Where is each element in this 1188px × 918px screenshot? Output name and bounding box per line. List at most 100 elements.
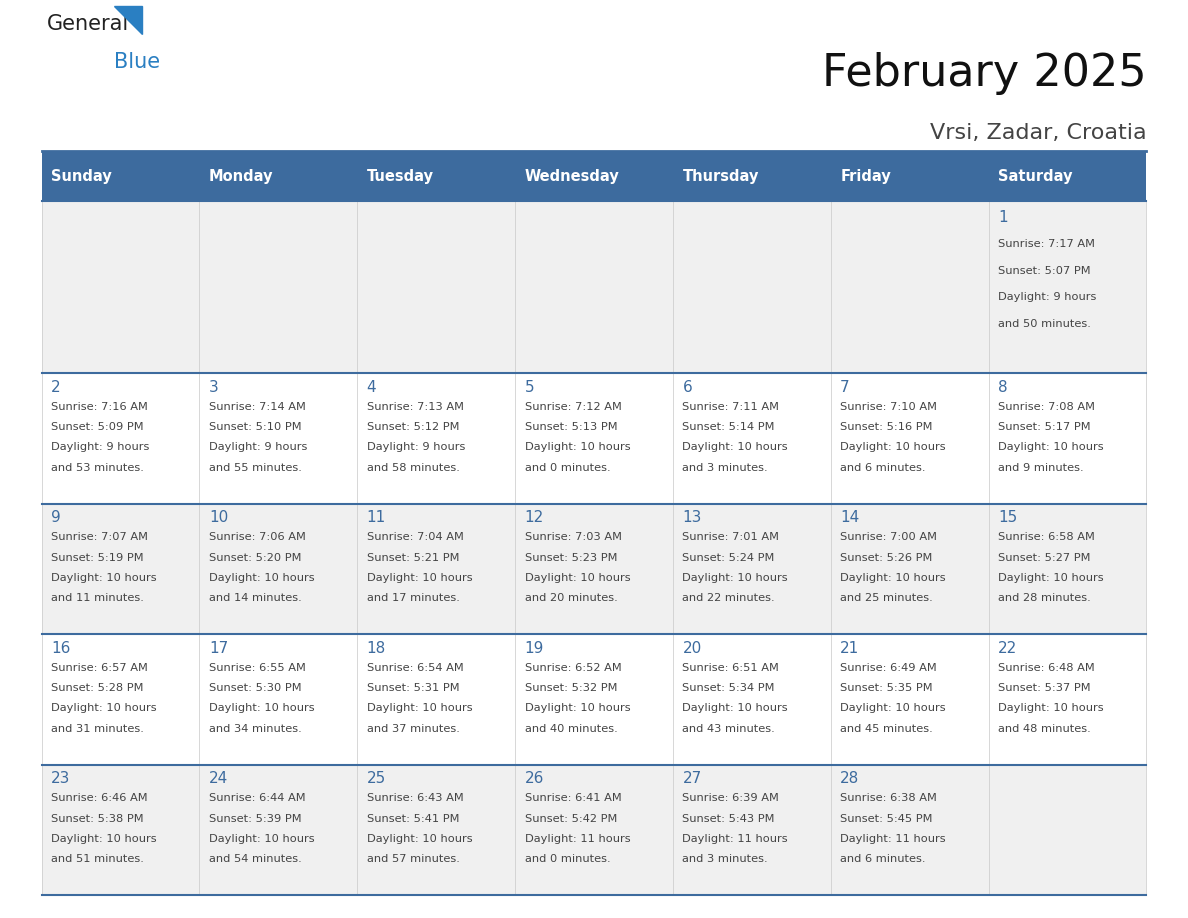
Text: Daylight: 10 hours: Daylight: 10 hours [209,834,315,844]
Text: Daylight: 10 hours: Daylight: 10 hours [525,703,630,713]
Text: and 45 minutes.: and 45 minutes. [840,723,933,733]
Bar [988,374,1146,504]
Text: Sunrise: 7:03 AM: Sunrise: 7:03 AM [525,532,621,543]
Text: Sunrise: 6:46 AM: Sunrise: 6:46 AM [51,793,147,803]
Bar [672,504,830,634]
Text: Daylight: 10 hours: Daylight: 10 hours [998,442,1104,453]
Text: Sunrise: 7:16 AM: Sunrise: 7:16 AM [51,402,148,412]
Text: Sunset: 5:27 PM: Sunset: 5:27 PM [998,553,1091,563]
Text: Daylight: 10 hours: Daylight: 10 hours [998,703,1104,713]
Text: Daylight: 9 hours: Daylight: 9 hours [209,442,308,453]
Text: and 28 minutes.: and 28 minutes. [998,593,1091,603]
Text: Daylight: 10 hours: Daylight: 10 hours [51,573,157,583]
Text: Sunset: 5:24 PM: Sunset: 5:24 PM [682,553,775,563]
Text: Sunrise: 7:01 AM: Sunrise: 7:01 AM [682,532,779,543]
Text: 3: 3 [209,380,219,395]
Text: Daylight: 10 hours: Daylight: 10 hours [840,442,946,453]
Text: Sunrise: 7:08 AM: Sunrise: 7:08 AM [998,402,1095,412]
Text: and 3 minutes.: and 3 minutes. [682,854,767,864]
Bar [516,634,672,765]
Text: 27: 27 [682,771,702,786]
Text: Daylight: 10 hours: Daylight: 10 hours [525,573,630,583]
Text: 28: 28 [840,771,859,786]
Text: 26: 26 [525,771,544,786]
Bar [672,201,830,374]
Text: 19: 19 [525,641,544,655]
Text: Daylight: 9 hours: Daylight: 9 hours [998,292,1097,302]
Text: Daylight: 10 hours: Daylight: 10 hours [209,703,315,713]
Text: and 25 minutes.: and 25 minutes. [840,593,933,603]
Text: Sunset: 5:19 PM: Sunset: 5:19 PM [51,553,144,563]
Bar [516,765,672,895]
Text: 18: 18 [367,641,386,655]
Text: Sunrise: 6:38 AM: Sunrise: 6:38 AM [840,793,937,803]
Text: Sunrise: 7:06 AM: Sunrise: 7:06 AM [209,532,305,543]
Text: 22: 22 [998,641,1017,655]
Bar [42,504,200,634]
Text: Sunrise: 6:49 AM: Sunrise: 6:49 AM [840,663,937,673]
Text: and 14 minutes.: and 14 minutes. [209,593,302,603]
Text: Sunset: 5:17 PM: Sunset: 5:17 PM [998,422,1091,432]
Bar [988,765,1146,895]
Text: and 51 minutes.: and 51 minutes. [51,854,144,864]
Text: Sunday: Sunday [51,169,112,184]
Text: Sunrise: 7:07 AM: Sunrise: 7:07 AM [51,532,148,543]
Bar [830,374,988,504]
Text: Sunrise: 6:39 AM: Sunrise: 6:39 AM [682,793,779,803]
Text: Vrsi, Zadar, Croatia: Vrsi, Zadar, Croatia [930,123,1146,143]
Text: and 11 minutes.: and 11 minutes. [51,593,144,603]
Bar [672,634,830,765]
Text: Sunset: 5:07 PM: Sunset: 5:07 PM [998,265,1091,275]
Text: and 31 minutes.: and 31 minutes. [51,723,144,733]
Text: 4: 4 [367,380,377,395]
Bar [516,201,672,374]
Text: Sunset: 5:30 PM: Sunset: 5:30 PM [209,683,302,693]
Text: Daylight: 11 hours: Daylight: 11 hours [840,834,946,844]
Text: Sunrise: 6:55 AM: Sunrise: 6:55 AM [209,663,305,673]
Text: and 34 minutes.: and 34 minutes. [209,723,302,733]
Text: General: General [46,14,128,34]
Text: Daylight: 10 hours: Daylight: 10 hours [367,834,473,844]
Text: Sunset: 5:23 PM: Sunset: 5:23 PM [525,553,617,563]
Text: 10: 10 [209,510,228,525]
Bar [358,151,516,201]
Text: Daylight: 10 hours: Daylight: 10 hours [367,703,473,713]
Text: Friday: Friday [840,169,891,184]
Text: Sunset: 5:09 PM: Sunset: 5:09 PM [51,422,144,432]
Text: 17: 17 [209,641,228,655]
Text: Sunset: 5:26 PM: Sunset: 5:26 PM [840,553,933,563]
Text: Tuesday: Tuesday [367,169,434,184]
Text: Sunset: 5:10 PM: Sunset: 5:10 PM [209,422,302,432]
Bar [42,765,200,895]
Bar [42,634,200,765]
Bar [42,201,200,374]
Text: and 9 minutes.: and 9 minutes. [998,463,1083,473]
Text: February 2025: February 2025 [822,52,1146,95]
Bar [988,201,1146,374]
Text: Sunset: 5:21 PM: Sunset: 5:21 PM [367,553,460,563]
Text: 1: 1 [998,209,1007,225]
Text: Daylight: 11 hours: Daylight: 11 hours [682,834,788,844]
Text: Sunset: 5:13 PM: Sunset: 5:13 PM [525,422,618,432]
Text: and 37 minutes.: and 37 minutes. [367,723,460,733]
Text: Wednesday: Wednesday [525,169,619,184]
Bar [830,634,988,765]
Bar [672,765,830,895]
Text: 7: 7 [840,380,849,395]
Text: Sunrise: 6:57 AM: Sunrise: 6:57 AM [51,663,148,673]
Text: Daylight: 10 hours: Daylight: 10 hours [840,573,946,583]
Text: Sunset: 5:34 PM: Sunset: 5:34 PM [682,683,775,693]
Bar [830,504,988,634]
Text: and 22 minutes.: and 22 minutes. [682,593,775,603]
Text: and 55 minutes.: and 55 minutes. [209,463,302,473]
Text: Sunrise: 7:11 AM: Sunrise: 7:11 AM [682,402,779,412]
Text: and 0 minutes.: and 0 minutes. [525,463,611,473]
Text: and 54 minutes.: and 54 minutes. [209,854,302,864]
Bar [516,374,672,504]
Text: Daylight: 9 hours: Daylight: 9 hours [51,442,150,453]
Text: Sunset: 5:14 PM: Sunset: 5:14 PM [682,422,775,432]
Text: 21: 21 [840,641,859,655]
Text: 23: 23 [51,771,70,786]
Text: Sunrise: 6:48 AM: Sunrise: 6:48 AM [998,663,1095,673]
Text: Sunset: 5:35 PM: Sunset: 5:35 PM [840,683,933,693]
